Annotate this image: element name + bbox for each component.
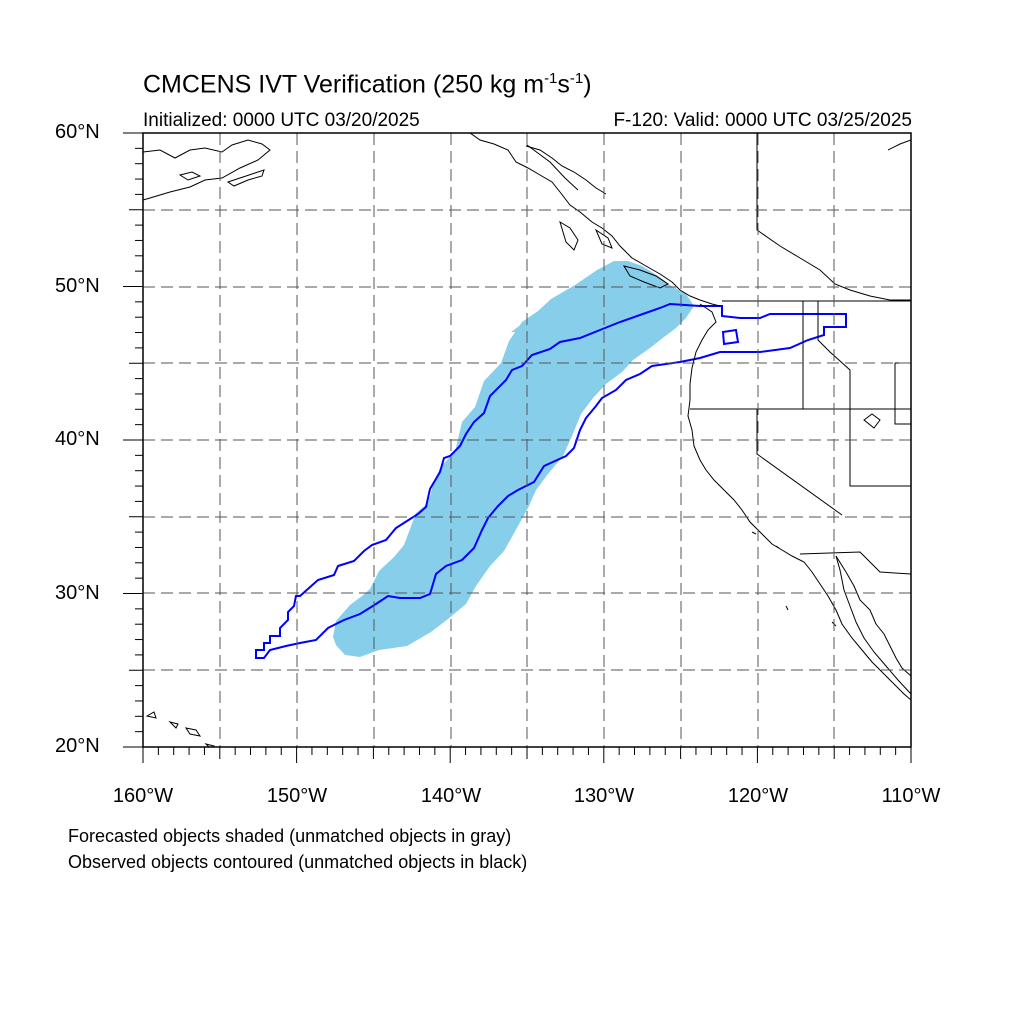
valid-time-label: F-120: Valid: 0000 UTC 03/25/2025 [613, 110, 912, 131]
lat-label-60: 60°N [55, 121, 100, 143]
lon-label-150w: 150°W [266, 785, 328, 807]
lon-label-120w: 120°W [727, 785, 789, 807]
lon-label-110w: 110°W [881, 785, 941, 807]
graticule [143, 133, 911, 747]
lon-label-160w: 160°W [112, 785, 174, 807]
footnote-observed: Observed objects contoured (unmatched ob… [68, 852, 528, 872]
lat-label-30: 30°N [55, 582, 100, 604]
lon-label-130w: 130°W [573, 785, 635, 807]
lon-label-140w: 140°W [420, 785, 482, 807]
init-time-label: Initialized: 0000 UTC 03/20/2025 [143, 110, 420, 131]
map-title: CMCENS IVT Verification (250 kg m-1s-1) [143, 70, 592, 99]
lat-label-40: 40°N [55, 428, 100, 450]
lat-label-50: 50°N [55, 275, 100, 297]
lat-label-20: 20°N [55, 735, 100, 757]
observed-object-contour [255, 302, 847, 659]
coastlines [143, 133, 911, 747]
footnote-forecast: Forecasted objects shaded (unmatched obj… [68, 826, 512, 846]
